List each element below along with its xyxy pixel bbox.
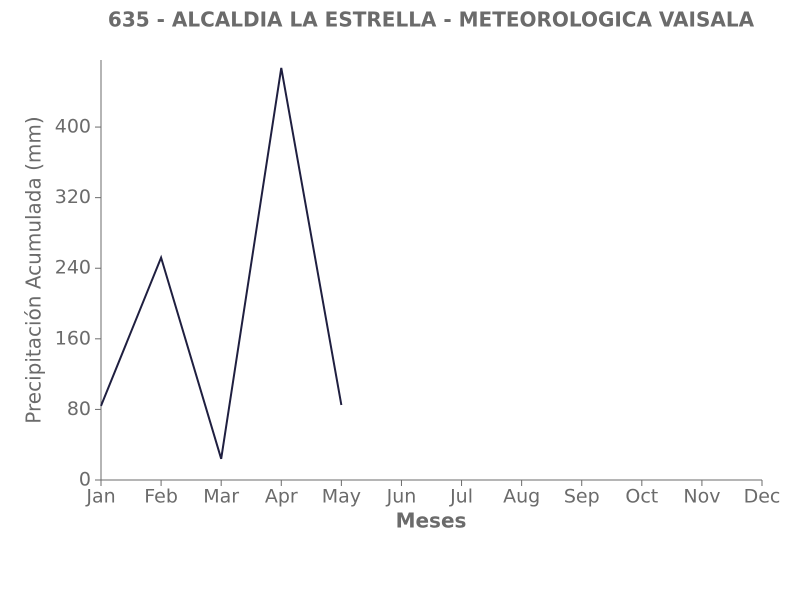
- x-tick-label: Feb: [144, 486, 178, 508]
- data-line: [100, 67, 343, 460]
- x-tick-label: Dec: [744, 486, 781, 508]
- y-axis-label: Precipitación Acumulada (mm): [22, 116, 46, 423]
- y-tick-label: 160: [55, 327, 91, 349]
- y-tick-label: 400: [55, 116, 91, 138]
- x-tick-label: May: [322, 486, 361, 508]
- x-tick-label: Nov: [683, 486, 720, 508]
- x-tick-label: Mar: [203, 486, 239, 508]
- x-tick-label: Jul: [449, 486, 473, 508]
- y-tick-label: 80: [67, 398, 91, 420]
- x-tick-label: Sep: [564, 486, 600, 508]
- x-tick-label: Oct: [625, 486, 658, 508]
- chart-title: 635 - ALCALDIA LA ESTRELLA - METEOROLOGI…: [108, 8, 755, 32]
- x-tick-label: Aug: [503, 486, 540, 508]
- y-tick-label: 320: [55, 186, 91, 208]
- x-axis-label: Meses: [396, 509, 467, 533]
- y-tick-label: 0: [79, 469, 91, 491]
- x-tick-label: Jan: [85, 486, 115, 508]
- x-tick-label: Jun: [386, 486, 417, 508]
- x-tick-label: Apr: [265, 486, 298, 508]
- y-tick-label: 240: [55, 257, 91, 279]
